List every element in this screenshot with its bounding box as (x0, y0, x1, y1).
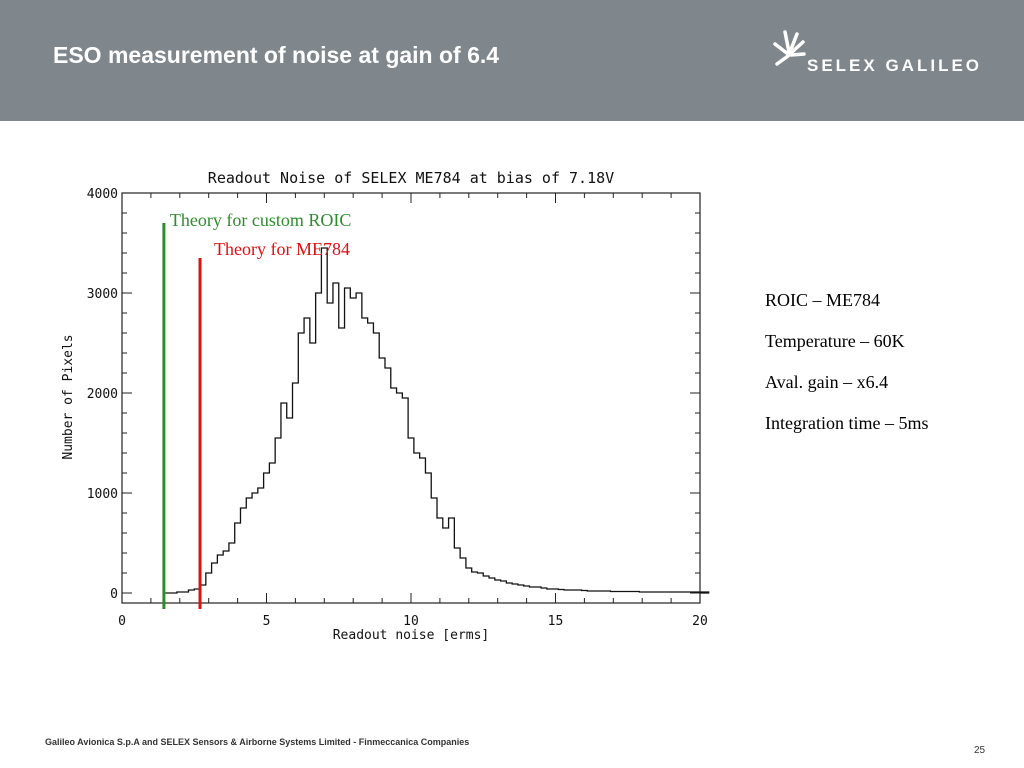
logo-text: SELEX GALILEO (807, 56, 983, 75)
tick-labels: 0 5 10 15 20 0 1000 2000 3000 4000 (87, 187, 708, 629)
info-temperature: Temperature – 60K (765, 331, 905, 351)
slide-header: ESO measurement of noise at gain of 6.4 … (0, 0, 1024, 121)
x-axis-label: Readout noise [erms] (333, 628, 490, 643)
y-tick-label: 0 (110, 587, 118, 602)
page-number: 25 (974, 745, 986, 756)
info-gain: Aval. gain – x6.4 (765, 372, 889, 392)
x-tick-label: 5 (263, 614, 271, 629)
x-tick-label: 0 (118, 614, 126, 629)
info-integration-time: Integration time – 5ms (765, 413, 929, 433)
readout-noise-histogram: Readout Noise of SELEX ME784 at bias of … (61, 169, 710, 643)
plot-frame (121, 192, 701, 604)
x-tick-label: 15 (548, 614, 564, 629)
y-tick-label: 1000 (87, 487, 118, 502)
axis-ticks (121, 192, 701, 603)
y-tick-label: 3000 (87, 287, 118, 302)
x-tick-label: 20 (692, 614, 708, 629)
histogram-line (165, 247, 710, 594)
theory-label-custom-roic: Theory for custom ROIC (170, 210, 351, 230)
y-tick-label: 2000 (87, 387, 118, 402)
starburst-logo-icon (773, 30, 806, 66)
selex-galileo-logo: SELEX GALILEO (773, 28, 1013, 80)
measurement-info: ROIC – ME784 Temperature – 60K Aval. gai… (765, 288, 928, 452)
slide-title: ESO measurement of noise at gain of 6.4 (53, 42, 500, 68)
info-roic: ROIC – ME784 (765, 290, 881, 310)
footer-text: Galileo Avionica S.p.A and SELEX Sensors… (45, 737, 470, 747)
y-axis-label: Number of Pixels (61, 334, 76, 459)
theory-label-me784: Theory for ME784 (214, 239, 350, 259)
chart-title: Readout Noise of SELEX ME784 at bias of … (208, 169, 614, 187)
theory-markers: Theory for custom ROIC Theory for ME784 (162, 210, 351, 609)
x-tick-label: 10 (403, 614, 419, 629)
y-tick-label: 4000 (87, 187, 118, 202)
